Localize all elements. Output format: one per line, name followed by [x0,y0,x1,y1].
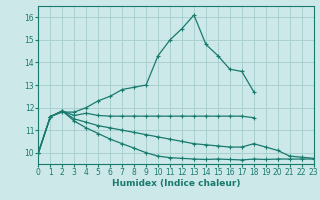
X-axis label: Humidex (Indice chaleur): Humidex (Indice chaleur) [112,179,240,188]
